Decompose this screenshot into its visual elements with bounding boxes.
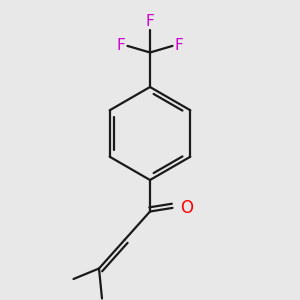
- Text: F: F: [116, 38, 125, 53]
- Text: O: O: [180, 199, 193, 217]
- Text: F: F: [175, 38, 184, 53]
- Text: F: F: [146, 14, 154, 28]
